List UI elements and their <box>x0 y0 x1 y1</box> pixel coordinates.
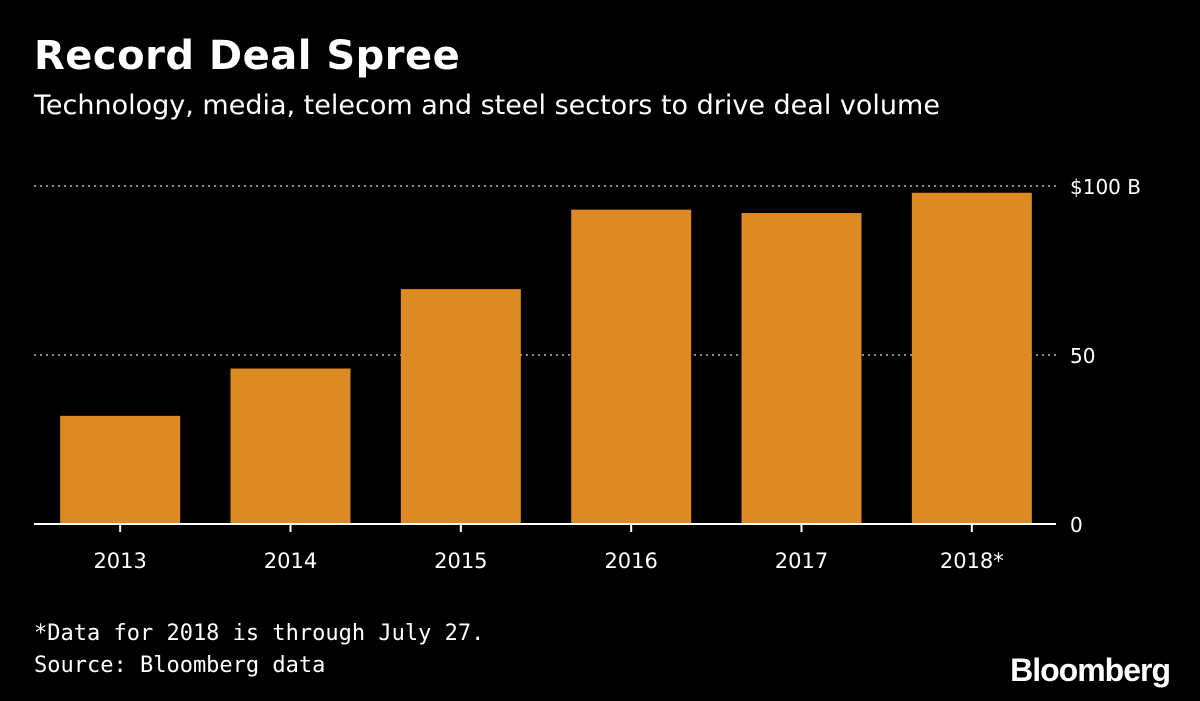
bar-2014 <box>230 368 351 524</box>
x-tick-label: 2014 <box>264 549 317 573</box>
x-tick-label: 2015 <box>434 549 487 573</box>
bar-2015 <box>400 289 521 524</box>
x-tick-label: 2013 <box>93 549 146 573</box>
bar-2016 <box>571 209 692 524</box>
bar-2017 <box>741 213 862 525</box>
footnote-note: *Data for 2018 is through July 27. <box>34 621 485 646</box>
y-tick-label: 50 <box>1070 344 1095 368</box>
x-tick-label: 2016 <box>604 549 657 573</box>
x-tick-label: 2018* <box>940 549 1004 573</box>
chart-title: Record Deal Spree <box>34 33 461 79</box>
footnote-source: Source: Bloomberg data <box>34 653 326 678</box>
x-tick-label: 2017 <box>775 549 828 573</box>
bloomberg-logo: Bloomberg <box>1010 652 1171 688</box>
bar-2018 <box>911 192 1032 524</box>
footnote-block: *Data for 2018 is through July 27. Sourc… <box>34 618 484 682</box>
y-tick-label: 0 <box>1070 513 1083 537</box>
bar-2013 <box>60 415 181 524</box>
chart-subtitle: Technology, media, telecom and steel sec… <box>34 90 940 121</box>
y-tick-label: $100 B <box>1070 175 1141 199</box>
